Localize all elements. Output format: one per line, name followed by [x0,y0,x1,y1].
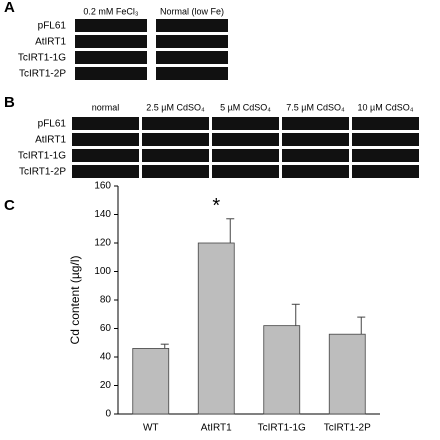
y-tick-label: 60 [100,323,112,334]
row-label: TcIRT1-1G [18,151,66,162]
y-tick-label: 0 [105,409,111,420]
row-label: pFL61 [38,119,67,130]
plate-strip [352,133,419,146]
plate-strip [156,51,228,64]
plate-strip [75,51,147,64]
y-tick-label: 100 [94,266,111,277]
plate-strip [282,149,349,162]
bar [197,242,235,415]
plate-strip [72,149,139,162]
plate-strip [72,165,139,178]
x-tick-label: AtIRT1 [201,423,232,434]
bar [328,333,366,415]
plate-strip [212,117,279,130]
row-label: TcIRT1-2P [19,69,66,80]
plate-strip [72,117,139,130]
plate-strip [282,117,349,130]
row-label: TcIRT1-2P [19,167,66,178]
column-header: 0.2 mM FeCl₃ [83,6,139,16]
plate-strip [282,133,349,146]
column-header: 2.5 µM CdSO₄ [146,102,205,112]
bar [132,348,170,415]
plate-strip [142,117,209,130]
plate-strip [212,165,279,178]
y-tick-label: 140 [94,209,111,220]
plate-strip [282,165,349,178]
plate-strip [156,67,228,80]
x-tick-label: WT [143,423,159,434]
plate-strip [352,165,419,178]
annotation: * [212,195,220,217]
y-tick-label: 160 [94,181,111,192]
column-header: normal [92,102,120,112]
plate-strip [352,117,419,130]
y-axis-label: Cd content (µg/l) [68,256,82,345]
plate-strip [75,67,147,80]
plate-strip [156,19,228,32]
plate-strip [142,165,209,178]
column-header: 5 µM CdSO₄ [220,102,271,112]
panel-label: C [4,197,15,214]
plate-strip [75,35,147,48]
panel-label: A [4,0,15,16]
row-label: AtIRT1 [35,135,66,146]
y-tick-label: 20 [100,380,112,391]
plate-strip [156,35,228,48]
row-label: TcIRT1-1G [18,53,66,64]
plate-strip [352,149,419,162]
bar [263,325,301,415]
plate-strip [212,133,279,146]
column-header: Normal (low Fe) [160,6,224,16]
panel-label: B [4,94,15,111]
column-header: 10 µM CdSO₄ [358,102,414,112]
plate-strip [72,133,139,146]
y-tick-label: 120 [94,238,111,249]
column-header: 7.5 µM CdSO₄ [286,102,345,112]
x-tick-label: TcIRT1-1G [258,423,306,434]
plate-strip [75,19,147,32]
row-label: AtIRT1 [35,37,66,48]
y-tick-label: 80 [100,295,112,306]
y-tick-label: 40 [100,352,112,363]
plate-strip [142,149,209,162]
plate-strip [142,133,209,146]
row-label: pFL61 [38,21,67,32]
plate-strip [212,149,279,162]
x-tick-label: TcIRT1-2P [324,423,371,434]
